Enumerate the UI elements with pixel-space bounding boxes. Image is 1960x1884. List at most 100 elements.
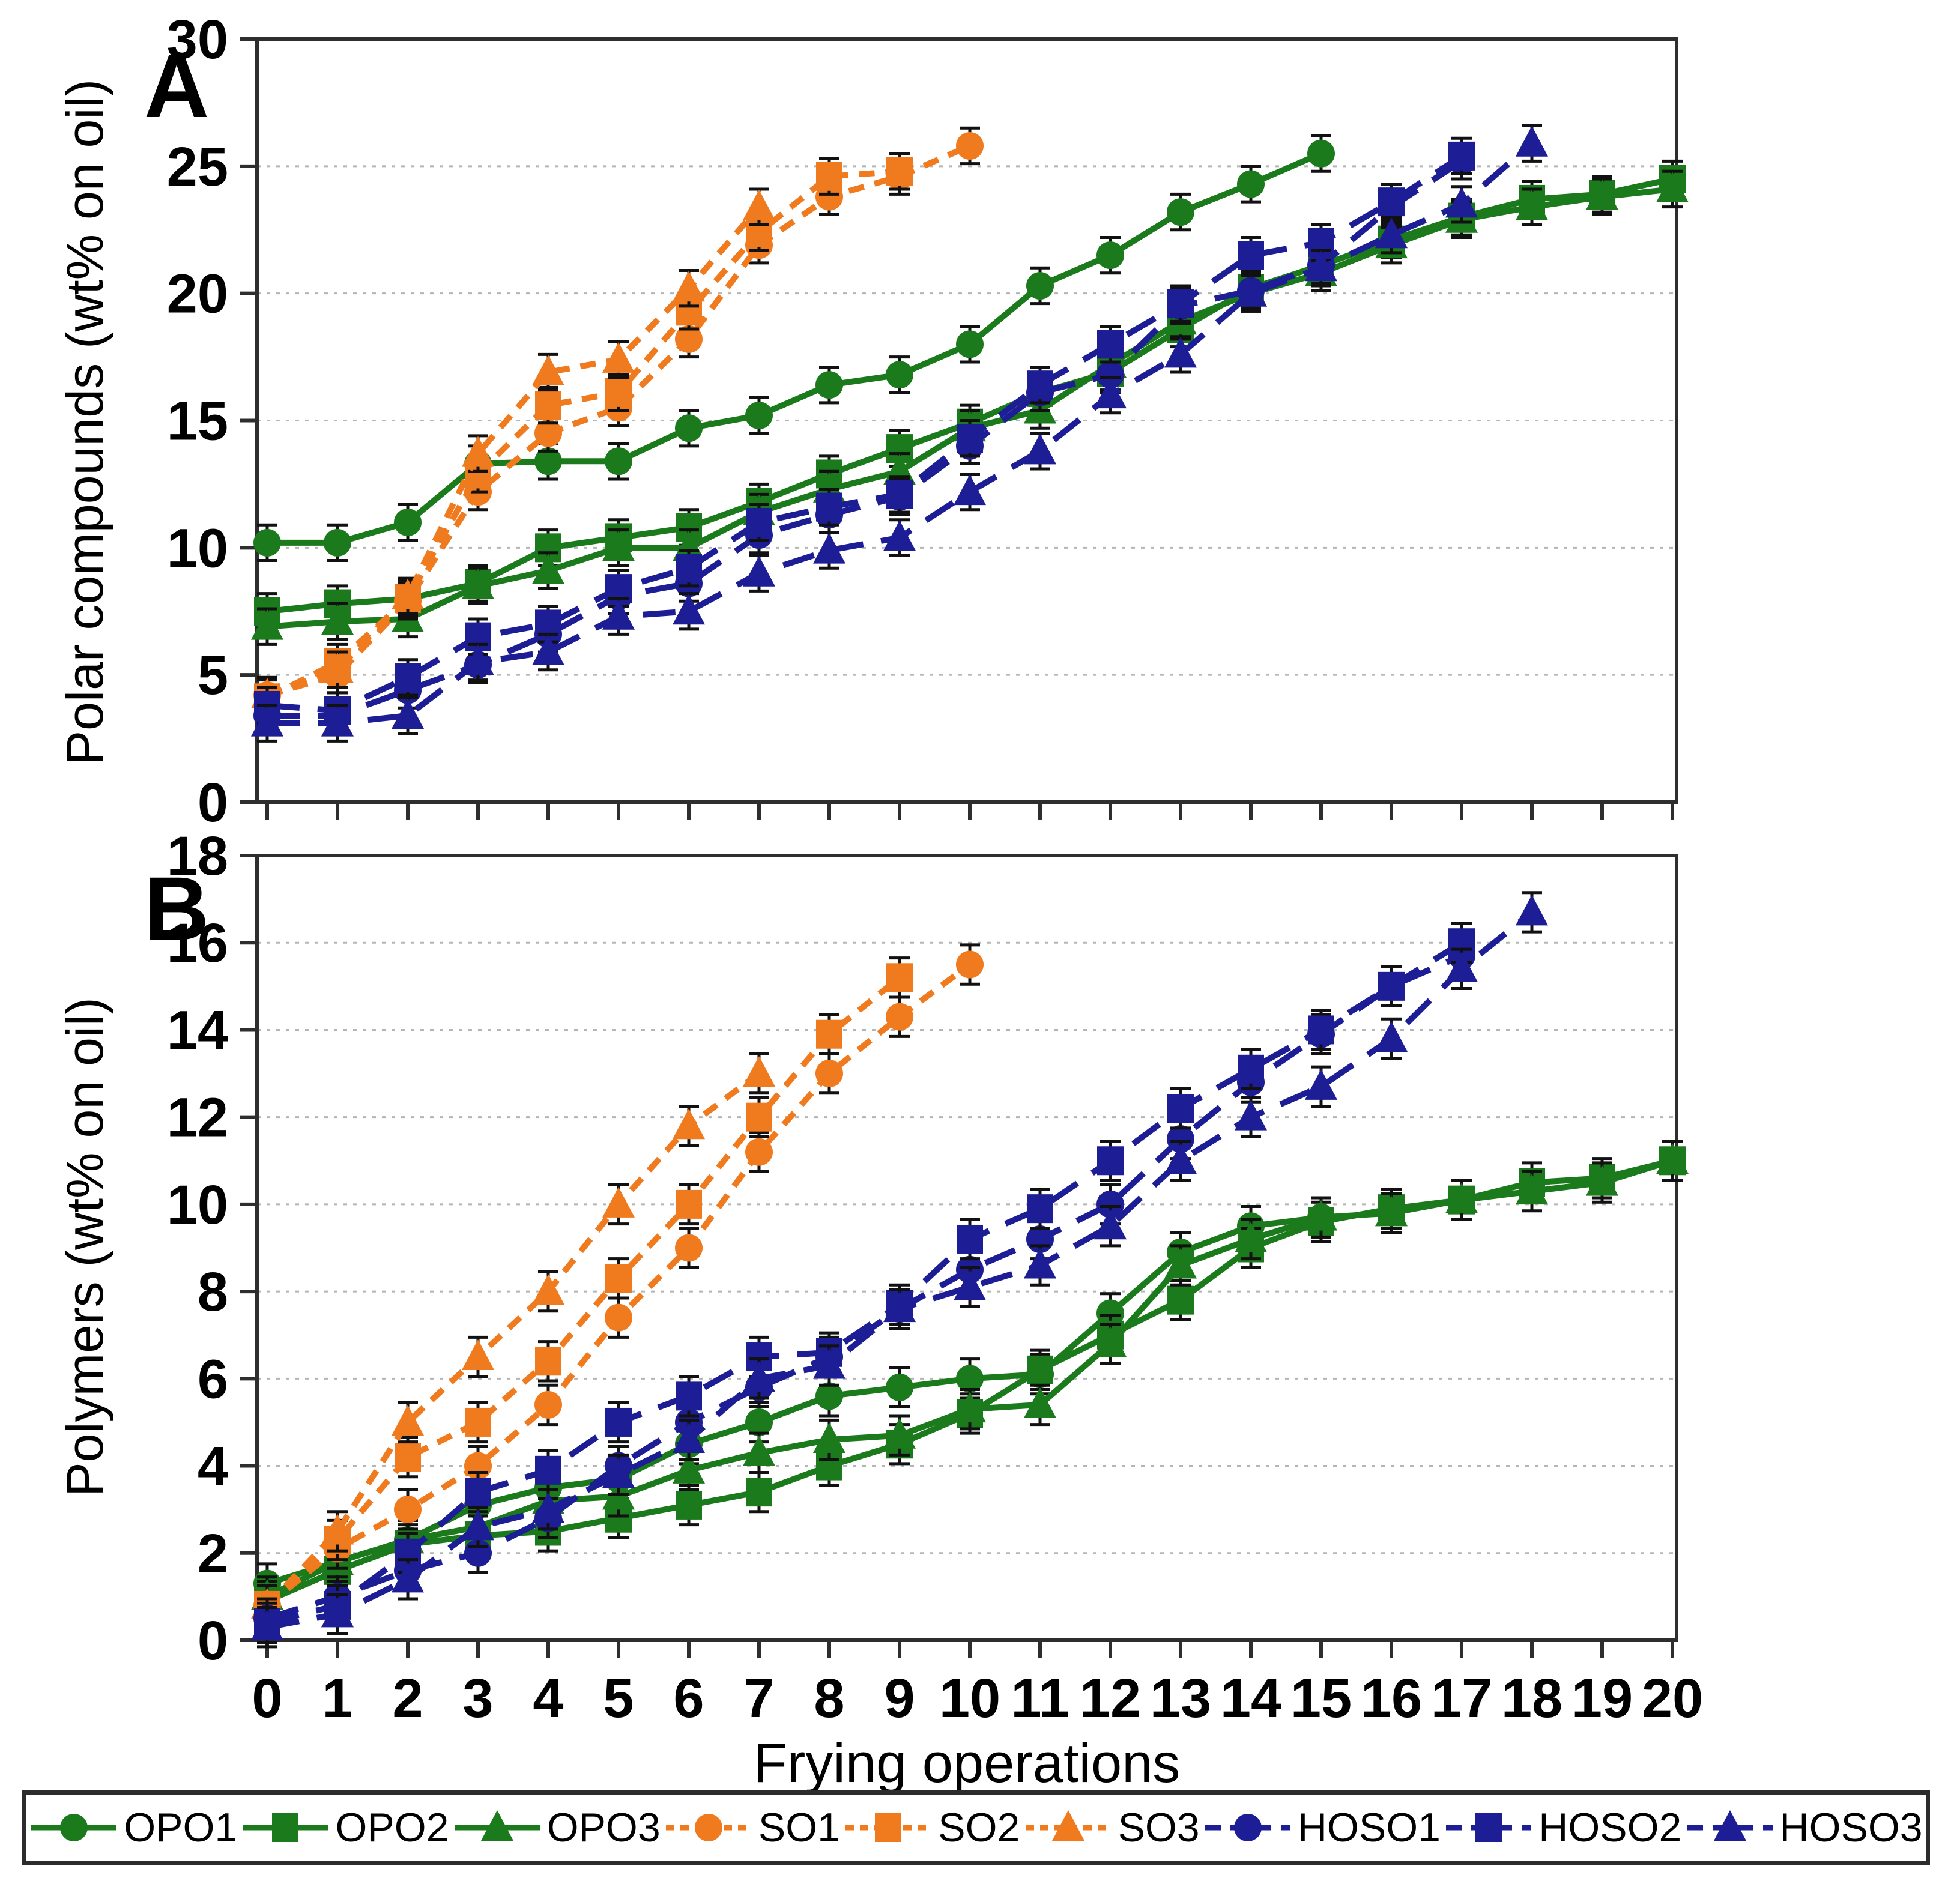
series-line-SO2: [265, 168, 900, 701]
legend-item-SO3: SO3: [1023, 1804, 1200, 1851]
legend-marker-HOSO2: [1475, 1813, 1502, 1842]
HOSO3-marker: [743, 555, 775, 587]
y-tick-label: 6: [198, 1348, 228, 1410]
OPO1-marker: [815, 1382, 843, 1410]
OPO3-marker: [1656, 171, 1689, 202]
legend-marker-OPO3: [480, 1810, 513, 1841]
OPO2-marker: [1027, 1355, 1053, 1384]
x-tick-label: 0: [252, 1668, 282, 1729]
HOSO3-marker: [1305, 1069, 1337, 1100]
OPO1-marker: [534, 447, 562, 476]
x-tick-label: 7: [743, 1668, 774, 1729]
x-tick-label: 20: [1642, 1668, 1703, 1729]
OPO3-marker: [813, 1422, 845, 1453]
x-tick-label: 10: [939, 1668, 1000, 1729]
HOSO2-marker: [676, 554, 702, 583]
legend-swatch-SO2: [845, 1813, 931, 1842]
legend-swatch-HOSO1: [1205, 1814, 1290, 1841]
x-tick-label: 6: [673, 1668, 704, 1729]
HOSO3-marker: [883, 520, 916, 551]
OPO1-marker: [1096, 241, 1124, 270]
HOSO3-marker: [251, 705, 283, 737]
OPO1-marker: [1237, 170, 1265, 198]
legend-label-OPO3: OPO3: [546, 1805, 661, 1850]
OPO3-marker: [532, 553, 564, 584]
legend-label-SO3: SO3: [1118, 1805, 1200, 1850]
panel-a-letter: A: [144, 35, 210, 136]
HOSO2-marker: [1448, 141, 1475, 171]
SO1-marker: [534, 419, 562, 447]
HOSO3-marker: [1445, 187, 1478, 218]
series-line-SO3: [266, 205, 761, 698]
x-tick-label: 8: [814, 1668, 844, 1729]
x-tick-label: 15: [1290, 1668, 1352, 1729]
SO2-marker: [605, 1264, 632, 1293]
SO3-marker: [462, 1339, 494, 1371]
HOSO3-marker: [1094, 1209, 1127, 1240]
x-tick-label: 19: [1571, 1668, 1633, 1729]
OPO2-marker: [746, 1478, 772, 1507]
OPO3-marker: [462, 568, 494, 599]
x-tick-label: 16: [1361, 1668, 1422, 1729]
legend-marker-SO3: [1051, 1810, 1084, 1841]
OPO3-marker: [1586, 179, 1618, 210]
legend-label-HOSO3: HOSO3: [1779, 1805, 1923, 1850]
SO3-marker: [321, 652, 354, 683]
HOSO2-marker: [816, 492, 842, 522]
OPO3-marker: [1516, 1174, 1548, 1205]
y-tick-label: 8: [198, 1261, 228, 1323]
OPO3-marker: [1024, 1387, 1056, 1418]
OPO3-marker: [321, 604, 354, 635]
legend-item-HOSO2: HOSO2: [1444, 1804, 1681, 1851]
OPO1-marker: [324, 528, 351, 557]
OPO3-marker: [743, 1435, 775, 1466]
y-tick-label: 2: [198, 1523, 228, 1584]
SO2-marker: [605, 378, 632, 407]
SO3-marker: [462, 436, 494, 467]
legend-swatch-HOSO3: [1687, 1810, 1773, 1841]
series-line-OPO1: [267, 151, 1322, 546]
SO1-marker: [956, 131, 984, 160]
SO3-marker: [392, 578, 424, 609]
SO2-marker: [816, 162, 842, 191]
SO3-marker: [392, 1404, 424, 1436]
series-SO2-panel-A: [254, 152, 913, 717]
HOSO3-marker: [1305, 250, 1337, 282]
SO1-marker: [956, 950, 984, 979]
OPO1-marker: [605, 447, 632, 476]
HOSO3-marker: [743, 1361, 775, 1392]
legend-swatch-SO3: [1025, 1810, 1111, 1841]
SO1-marker: [534, 1390, 562, 1419]
y-tick-label: 10: [167, 518, 228, 579]
SO3-marker: [673, 271, 705, 302]
legend-marker-OPO2: [272, 1813, 299, 1842]
HOSO2-marker: [1097, 1146, 1124, 1176]
x-tick-label: 13: [1150, 1668, 1211, 1729]
HOSO2-marker: [1308, 1015, 1334, 1045]
x-tick-label: 9: [884, 1668, 915, 1729]
SO2-marker: [535, 391, 561, 420]
panel-b-letter: B: [144, 858, 210, 959]
SO2-marker: [746, 1102, 772, 1132]
SO1-marker: [745, 1138, 773, 1166]
y-tick-label: 12: [167, 1087, 228, 1149]
legend-marker-SO2: [875, 1813, 902, 1842]
series-line-SO3: [265, 1071, 761, 1608]
series-HOSO2-panel-A: [254, 136, 1475, 730]
HOSO2-marker: [957, 424, 983, 453]
x-tick-label: 17: [1431, 1668, 1492, 1729]
HOSO2-marker: [1238, 1054, 1264, 1084]
series-HOSO3-panel-A: [251, 124, 1548, 743]
series-line-OPO1: [266, 1214, 1322, 1587]
y-tick-label: 14: [167, 1000, 228, 1061]
series-HOSO1-panel-A: [253, 142, 1475, 735]
SO1-marker: [815, 1060, 843, 1088]
SO2-marker: [676, 1189, 702, 1219]
HOSO3-marker: [1164, 1143, 1197, 1174]
legend-swatch-OPO1: [31, 1814, 117, 1841]
x-tick-label: 12: [1080, 1668, 1141, 1729]
HOSO2-marker: [1027, 370, 1053, 400]
OPO3-marker: [1305, 1200, 1337, 1231]
legend-item-OPO3: OPO3: [452, 1804, 661, 1851]
